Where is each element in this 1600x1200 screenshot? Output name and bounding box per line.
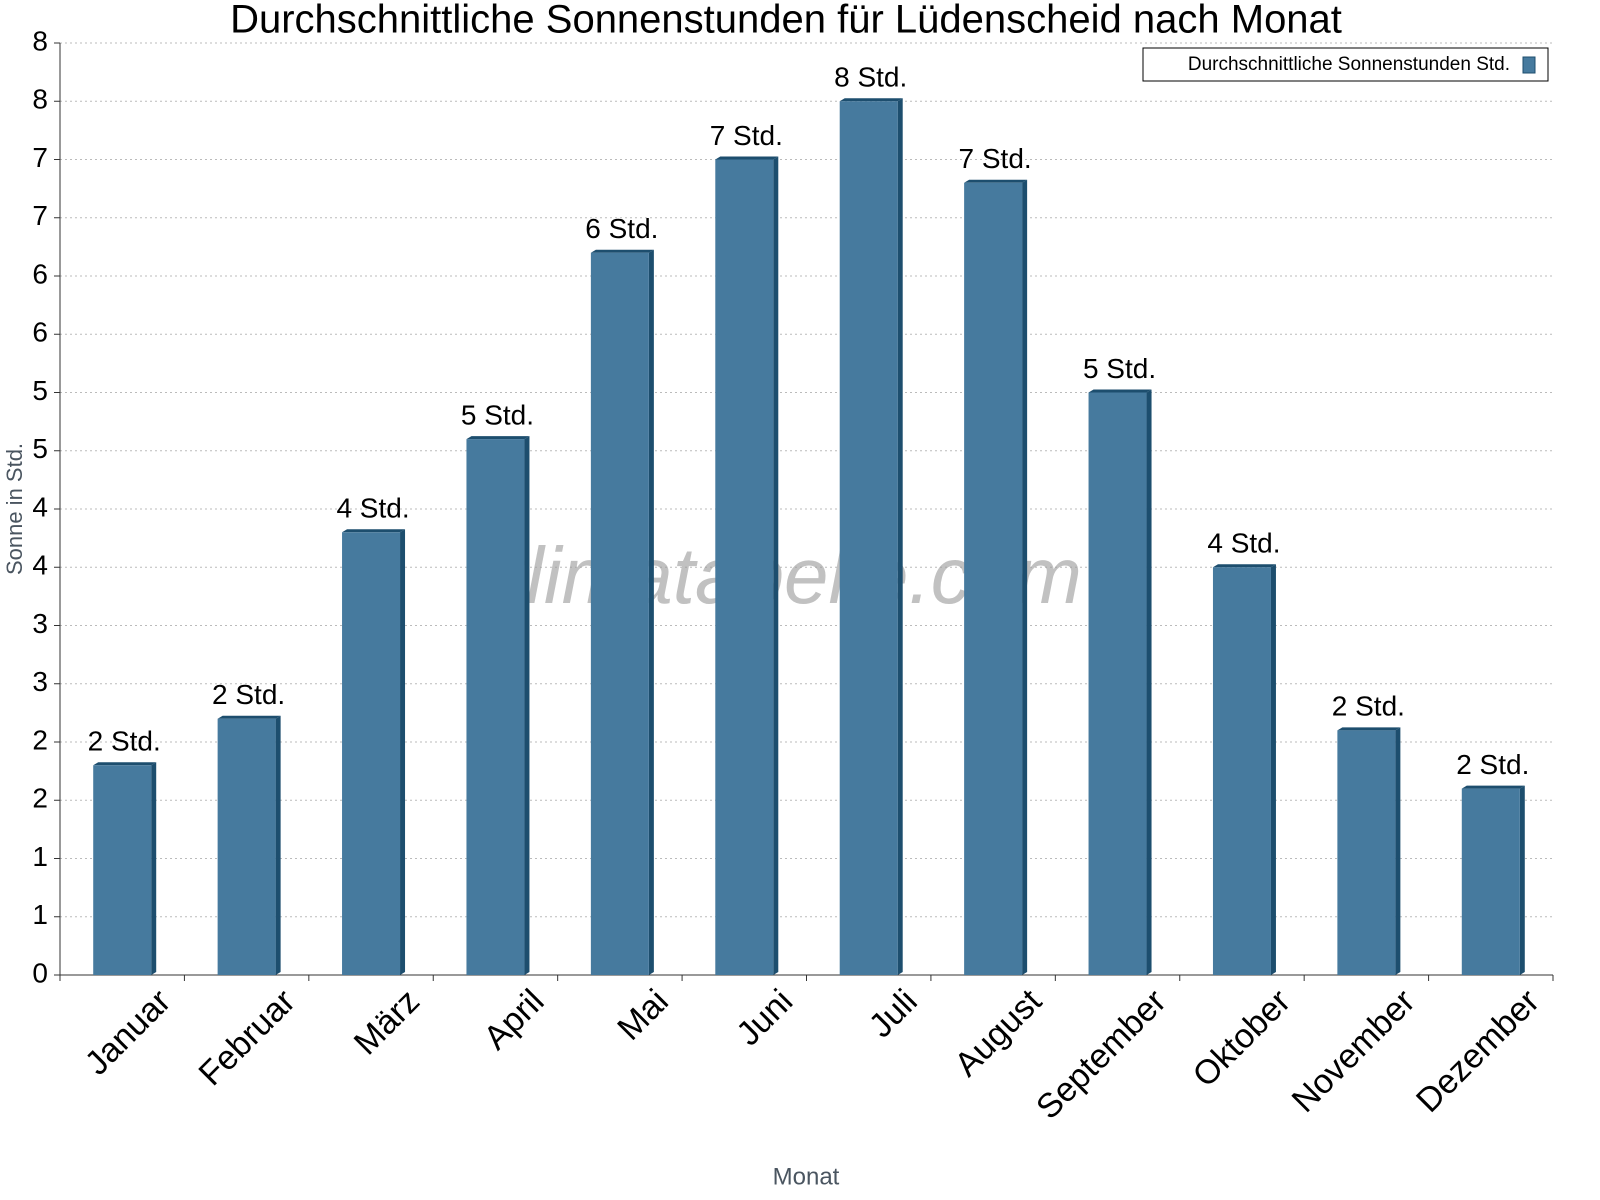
- y-tick-label: 4: [32, 550, 48, 581]
- y-tick-label: 6: [32, 258, 48, 289]
- value-label: 5 Std.: [1083, 353, 1156, 384]
- value-label: 7 Std.: [710, 120, 783, 151]
- bar-side: [897, 98, 903, 975]
- bar-top: [217, 715, 281, 719]
- bar-side: [275, 715, 281, 975]
- y-tick-label: 0: [32, 957, 48, 988]
- legend-label: Durchschnittliche Sonnenstunden Std.: [1188, 54, 1510, 75]
- y-tick-label: 5: [32, 375, 48, 406]
- value-label: 2 Std.: [1456, 749, 1529, 780]
- y-axis-label: Sonne in Std.: [2, 443, 27, 575]
- bar: [590, 252, 649, 975]
- y-tick-label: 7: [32, 200, 48, 231]
- value-label: 6 Std.: [585, 213, 658, 244]
- bar-top: [93, 762, 157, 766]
- bar-top: [1337, 727, 1401, 731]
- bar-side: [400, 529, 406, 975]
- bar-side: [1395, 727, 1401, 975]
- bar: [1337, 730, 1396, 975]
- value-label: 2 Std.: [1332, 691, 1405, 722]
- value-label: 5 Std.: [461, 399, 534, 430]
- bar-side: [773, 156, 779, 975]
- bar: [1461, 788, 1520, 975]
- bar-side: [648, 249, 654, 975]
- bar: [964, 182, 1023, 976]
- bar: [1212, 567, 1271, 975]
- bar-top: [466, 436, 530, 440]
- bar-top: [839, 98, 903, 102]
- y-tick-label: 1: [32, 841, 48, 872]
- x-axis-label: Monat: [773, 1163, 840, 1190]
- bar: [715, 159, 774, 975]
- legend-box: [1142, 47, 1549, 82]
- y-tick-label: 5: [32, 433, 48, 464]
- value-label: 2 Std.: [88, 726, 161, 757]
- bar-top: [1461, 785, 1525, 789]
- y-tick-label: 2: [32, 783, 48, 814]
- y-tick-label: 8: [32, 25, 48, 56]
- chart-title: Durchschnittliche Sonnenstunden für Lüde…: [230, 0, 1342, 42]
- y-tick-label: 3: [32, 666, 48, 697]
- bar-top: [715, 156, 779, 160]
- bar: [466, 439, 525, 976]
- value-label: 7 Std.: [959, 143, 1032, 174]
- bar-top: [964, 179, 1028, 183]
- bar-side: [1146, 389, 1152, 975]
- legend-swatch: [1522, 56, 1536, 74]
- y-tick-label: 2: [32, 724, 48, 755]
- bar-top: [342, 529, 406, 533]
- bar: [1088, 392, 1147, 975]
- value-label: 4 Std.: [336, 493, 409, 524]
- bar-top: [590, 249, 654, 253]
- value-label: 2 Std.: [212, 679, 285, 710]
- value-label: 8 Std.: [834, 62, 907, 93]
- bar-side: [1270, 564, 1276, 975]
- y-tick-label: 3: [32, 608, 48, 639]
- y-tick-label: 7: [32, 142, 48, 173]
- bar-top: [1088, 389, 1152, 393]
- bar-top: [1212, 564, 1276, 568]
- y-tick-label: 1: [32, 899, 48, 930]
- y-tick-label: 4: [32, 491, 48, 522]
- value-label: 4 Std.: [1207, 528, 1280, 559]
- bar: [217, 718, 276, 975]
- bar: [342, 532, 401, 975]
- bar: [93, 765, 152, 975]
- bar-side: [524, 436, 530, 976]
- bar-side: [151, 762, 157, 975]
- y-tick-label: 6: [32, 317, 48, 348]
- bar-side: [1022, 179, 1028, 976]
- bar-side: [1519, 785, 1525, 975]
- y-tick-label: 8: [32, 84, 48, 115]
- bar: [839, 101, 898, 975]
